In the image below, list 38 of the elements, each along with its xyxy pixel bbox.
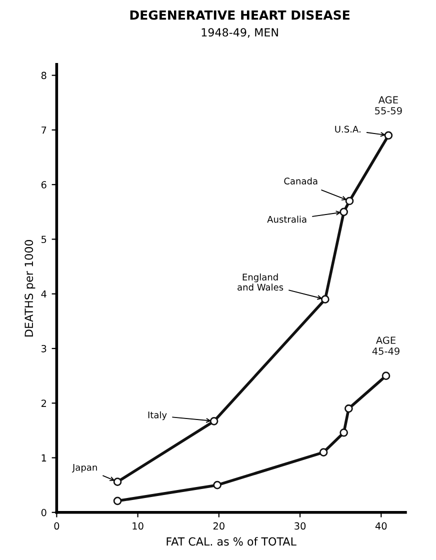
annotation: U.S.A. [335, 126, 360, 133]
point [210, 416, 218, 426]
text: AGE 55-59 [375, 96, 402, 114]
y-tick-label: 3 [42, 344, 46, 352]
y-tick-label: 1 [42, 454, 46, 462]
annotation: Canada [284, 177, 318, 184]
chart-subtitle: 1948-49, MEN [202, 28, 278, 38]
x-tick-label: 30 [294, 522, 306, 530]
point [113, 478, 122, 486]
point [340, 428, 348, 437]
annotation: Australia [267, 216, 306, 223]
point [321, 295, 330, 304]
point [213, 480, 222, 490]
x-axis-title: FAT CAL. as % of TOTAL [166, 537, 296, 546]
y-tick-label: 0 [41, 508, 46, 516]
chart-title: DEGENERATIVE HEART DISEASE [130, 10, 350, 20]
y-tick-label: 8 [41, 72, 46, 80]
point [113, 496, 122, 506]
annotation: Japan [72, 464, 97, 473]
point [345, 196, 354, 206]
y-tick-label: 5 [42, 236, 46, 244]
annotation: Italy [148, 411, 167, 420]
y-tick-label: 7 [42, 126, 46, 134]
text: AGE 45-49 [372, 336, 400, 355]
point [319, 448, 328, 456]
x-tick-label: 10 [132, 522, 144, 530]
point [340, 208, 348, 216]
x-tick-label: 0 [54, 522, 60, 530]
annotation: England and Wales [238, 274, 284, 291]
point [384, 131, 393, 140]
x-tick-label: 20 [213, 522, 224, 530]
y-axis-title: DEATHS per 1000 [24, 240, 36, 336]
point [344, 404, 353, 413]
point [382, 372, 390, 380]
y-tick-label: 4 [41, 290, 46, 298]
y-tick-label: 6 [41, 181, 46, 188]
x-tick-label: 40 [375, 522, 387, 530]
y-tick-label: 2 [41, 400, 46, 407]
